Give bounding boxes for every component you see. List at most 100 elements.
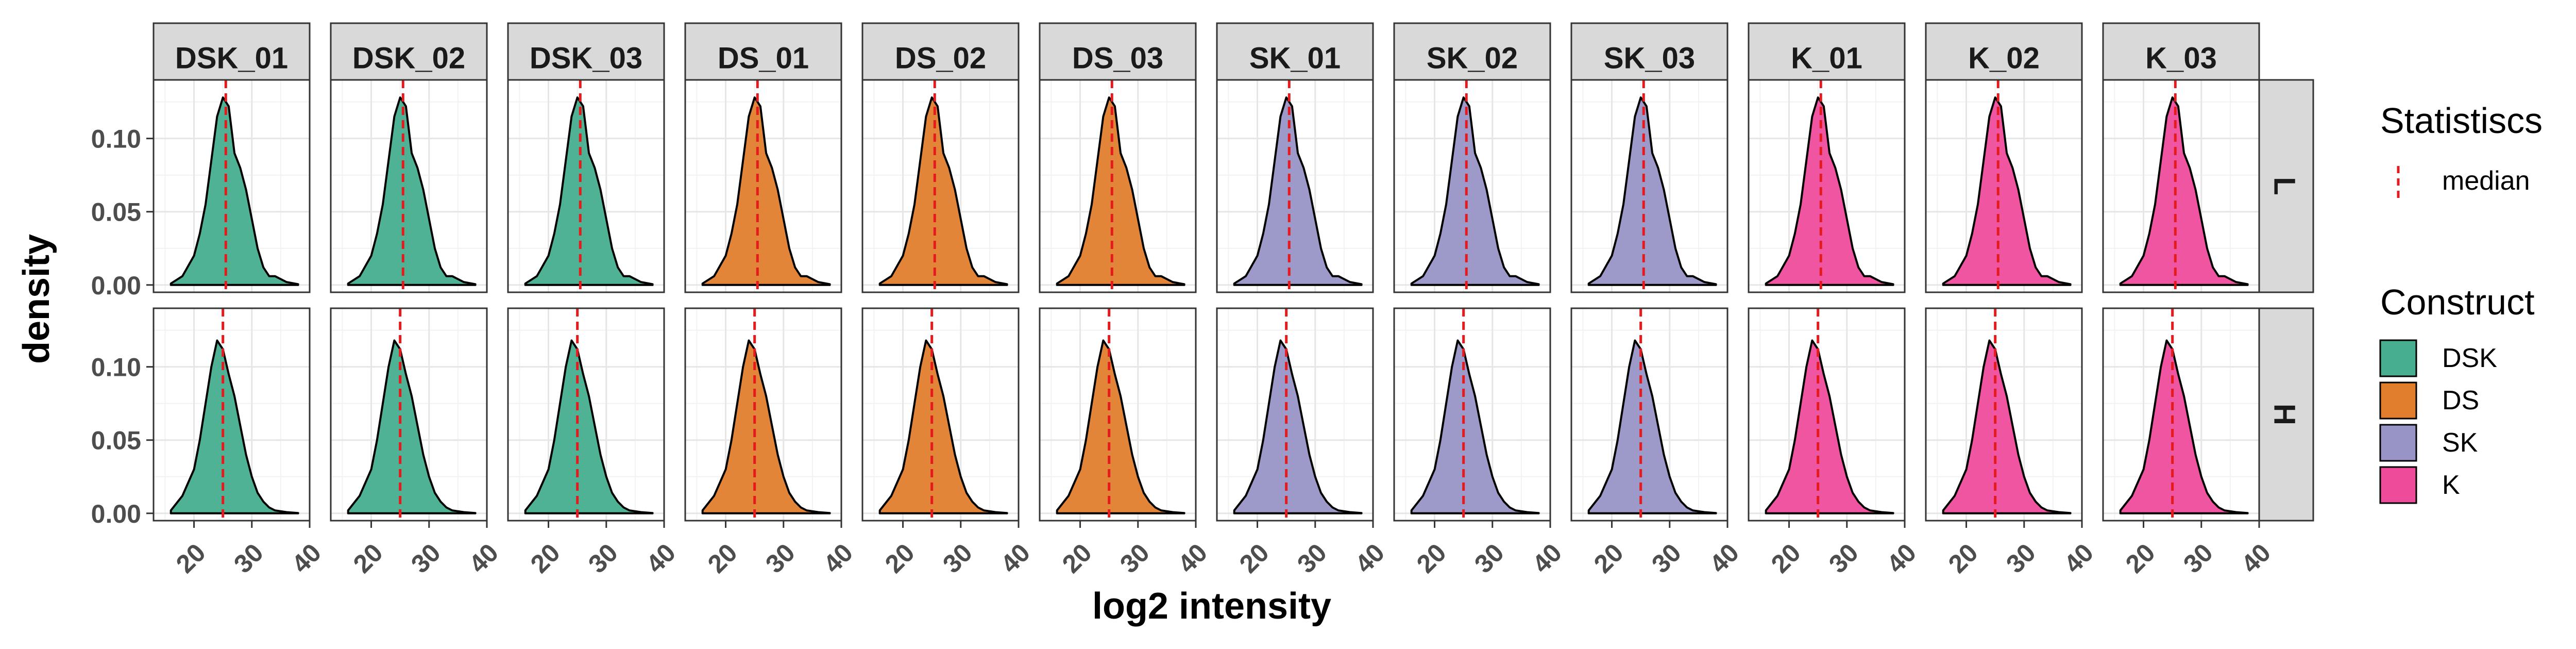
construct-legend-label-k: K xyxy=(2442,470,2460,500)
y-axis-title: density xyxy=(16,234,57,364)
density-area-sk xyxy=(1587,96,1717,286)
density-area-dsk xyxy=(170,339,299,514)
panel-border xyxy=(1393,79,1551,293)
panel-border xyxy=(2102,307,2260,522)
facet-strip-label-sk_01: SK_01 xyxy=(1249,42,1341,75)
x-tick-label: 20 xyxy=(1057,538,1097,579)
facet-strip-label-ds_03: DS_03 xyxy=(1072,42,1163,75)
panel-k_02-h xyxy=(1925,307,2083,522)
y-tick-label: 0.10 xyxy=(91,125,141,154)
facet-panels: DSK_01 DSK_02 DSK_03 DS_01 DS_02 DS_03 SK_01 SK… xyxy=(152,22,2314,522)
construct-legend-key-dsk xyxy=(2379,339,2417,377)
x-tick-label: 30 xyxy=(2178,538,2218,579)
construct-legend-keys: DSK DS SK K xyxy=(2379,339,2497,504)
median-legend-label: median xyxy=(2442,166,2530,196)
x-tick-label: 40 xyxy=(1349,538,1390,579)
panel-dsk_03-h xyxy=(507,307,665,522)
panel-border xyxy=(1039,79,1197,293)
facet-strip-label-dsk_01: DSK_01 xyxy=(175,42,288,75)
construct-legend-label-dsk: DSK xyxy=(2442,343,2497,373)
x-tick-label: 20 xyxy=(702,538,743,579)
x-tick-label: 30 xyxy=(228,538,269,579)
x-tick-label: 20 xyxy=(171,538,211,579)
panel-ds_01-l xyxy=(684,79,842,293)
statistics-legend-title: Statistiscs xyxy=(2380,101,2543,141)
density-area-k xyxy=(1765,96,1894,286)
x-tick-label: 30 xyxy=(583,538,623,579)
x-tick-label: 30 xyxy=(1292,538,1332,579)
x-tick-label: 20 xyxy=(1588,538,1629,579)
density-area-ds xyxy=(878,96,1008,286)
density-area-dsk xyxy=(347,96,477,286)
density-area-sk xyxy=(1233,96,1363,286)
panel-dsk_02-l xyxy=(330,79,488,293)
row-strip-h xyxy=(2255,307,2314,522)
x-tick-label: 30 xyxy=(937,538,978,579)
x-tick-label: 30 xyxy=(405,538,446,579)
panel-dsk_03-l xyxy=(507,79,665,293)
panel-border xyxy=(1570,79,1728,293)
panel-ds_01-h xyxy=(684,307,842,522)
panel-border xyxy=(1748,307,1906,522)
x-tick-label: 40 xyxy=(1704,538,1744,579)
density-area-ds xyxy=(701,96,831,286)
construct-legend-title: Construct xyxy=(2380,282,2535,322)
legend: Statistiscs median Construct DSK DS SK K xyxy=(2379,101,2543,504)
x-tick-label: 40 xyxy=(1527,538,1567,579)
construct-legend-label-ds: DS xyxy=(2442,386,2479,415)
x-tick-label: 40 xyxy=(1172,538,1213,579)
panel-border xyxy=(1570,307,1728,522)
x-tick-label: 20 xyxy=(1411,538,1452,579)
panel-dsk_02-h xyxy=(330,307,488,522)
panel-dsk_01-h xyxy=(152,307,311,522)
x-tick-label: 40 xyxy=(2235,538,2276,579)
panel-border xyxy=(1039,307,1197,522)
panel-border xyxy=(684,79,842,293)
x-tick-label: 20 xyxy=(1234,538,1275,579)
density-area-dsk xyxy=(524,96,654,286)
panel-border xyxy=(1748,79,1906,293)
facet-strip-label-sk_03: SK_03 xyxy=(1604,42,1695,75)
panel-sk_03-l xyxy=(1570,79,1728,293)
y-tick-label: 0.00 xyxy=(91,271,141,300)
panel-k_03-l xyxy=(2102,79,2260,293)
density-area-dsk xyxy=(170,96,299,286)
panel-k_03-h xyxy=(2102,307,2260,522)
density-area-sk xyxy=(1410,339,1540,514)
x-tick-label: 30 xyxy=(1469,538,1510,579)
density-area-k xyxy=(2119,96,2249,286)
row-strip-l xyxy=(2255,79,2314,293)
y-tick-label: 0.10 xyxy=(91,353,141,382)
panel-ds_02-l xyxy=(861,79,1020,293)
density-area-ds xyxy=(878,339,1008,514)
construct-legend-key-sk xyxy=(2379,424,2417,462)
construct-legend-key-ds xyxy=(2379,381,2417,420)
density-area-dsk xyxy=(524,339,654,514)
x-tick-label: 40 xyxy=(2058,538,2099,579)
panel-border xyxy=(1925,79,2083,293)
panel-border xyxy=(507,79,665,293)
y-tick-label: 0.05 xyxy=(91,198,141,227)
density-area-ds xyxy=(701,339,831,514)
x-tick-label: 30 xyxy=(760,538,801,579)
x-tick-label: 20 xyxy=(1943,538,1984,579)
panel-border xyxy=(152,79,311,293)
x-tick-label: 20 xyxy=(1766,538,1806,579)
construct-legend-key-k xyxy=(2379,466,2417,504)
construct-legend-label-sk: SK xyxy=(2442,428,2478,458)
panel-ds_03-h xyxy=(1039,307,1197,522)
density-area-k xyxy=(1765,339,1894,514)
panel-border xyxy=(1216,79,1374,293)
panel-sk_03-h xyxy=(1570,307,1728,522)
panel-ds_02-h xyxy=(861,307,1020,522)
panel-border xyxy=(1216,307,1374,522)
row-strip-label-h: H xyxy=(2268,404,2301,425)
density-area-k xyxy=(1942,96,2072,286)
y-tick-label: 0.00 xyxy=(91,500,141,528)
density-area-ds xyxy=(1056,339,1185,514)
x-tick-label: 20 xyxy=(879,538,920,579)
panel-border xyxy=(684,307,842,522)
x-tick-label: 20 xyxy=(525,538,566,579)
density-area-sk xyxy=(1587,339,1717,514)
